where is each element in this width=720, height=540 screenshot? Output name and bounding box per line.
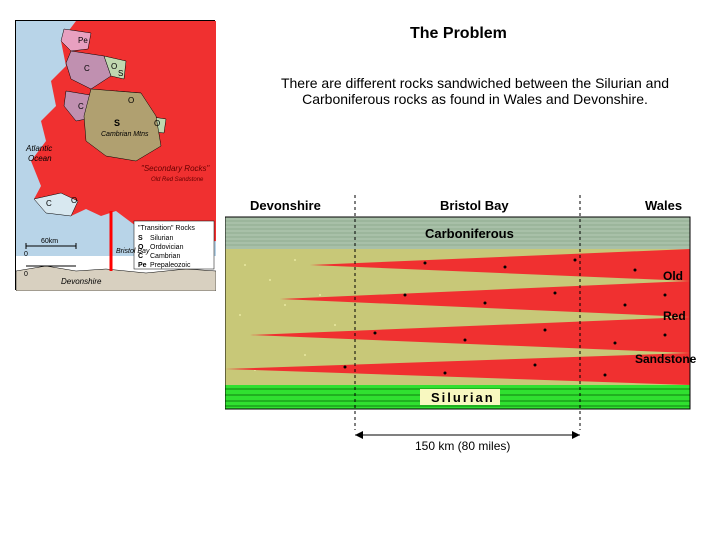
svg-text:"Secondary Rocks": "Secondary Rocks" [141,164,211,173]
svg-text:S: S [118,69,123,78]
svg-text:Pe: Pe [78,36,88,45]
svg-text:S: S [114,118,120,128]
svg-text:Ordovician: Ordovician [150,244,184,251]
region-bristol-bay: Bristol Bay [440,198,509,213]
svg-text:S: S [138,235,143,242]
svg-text:Pe: Pe [138,262,147,269]
cross-section-diagram: Devonshire Bristol Bay Wales Carbonifero… [225,195,705,455]
svg-text:Bristol Bay: Bristol Bay [116,248,150,255]
svg-text:Atlantic: Atlantic [25,144,52,153]
layer-carboniferous: Carboniferous [425,226,514,241]
svg-text:60km: 60km [41,238,58,245]
label-red: Red [663,309,686,323]
region-devonshire: Devonshire [250,198,321,213]
svg-text:O: O [128,96,134,105]
description-text: There are different rocks sandwiched bet… [250,75,700,107]
svg-text:Devonshire: Devonshire [61,277,102,286]
svg-text:0: 0 [24,251,28,258]
svg-text:C: C [84,64,90,73]
layer-silurian: Silurian [431,390,495,405]
svg-text:Cambrian: Cambrian [150,253,180,260]
scale-label: 150 km (80 miles) [415,439,510,453]
svg-text:O: O [111,62,117,71]
wales-map: Atlantic Ocean Cambrian Mtns "Secondary … [15,20,215,290]
svg-text:C: C [46,199,52,208]
svg-text:Prepaleozoic: Prepaleozoic [150,262,191,269]
region-wales: Wales [645,198,682,213]
svg-text:Ocean: Ocean [28,154,52,163]
svg-text:C: C [78,102,84,111]
svg-text:O: O [71,196,77,205]
svg-text:O: O [154,119,160,128]
svg-text:"Transition" Rocks: "Transition" Rocks [138,225,195,232]
label-sandstone: Sandstone [635,352,697,366]
svg-text:Cambrian Mtns: Cambrian Mtns [101,131,149,138]
page-title: The Problem [410,25,507,43]
svg-text:Silurian: Silurian [150,235,173,242]
label-old: Old [663,269,683,283]
svg-text:0: 0 [24,271,28,278]
svg-text:Old Red Sandstone: Old Red Sandstone [151,177,204,183]
